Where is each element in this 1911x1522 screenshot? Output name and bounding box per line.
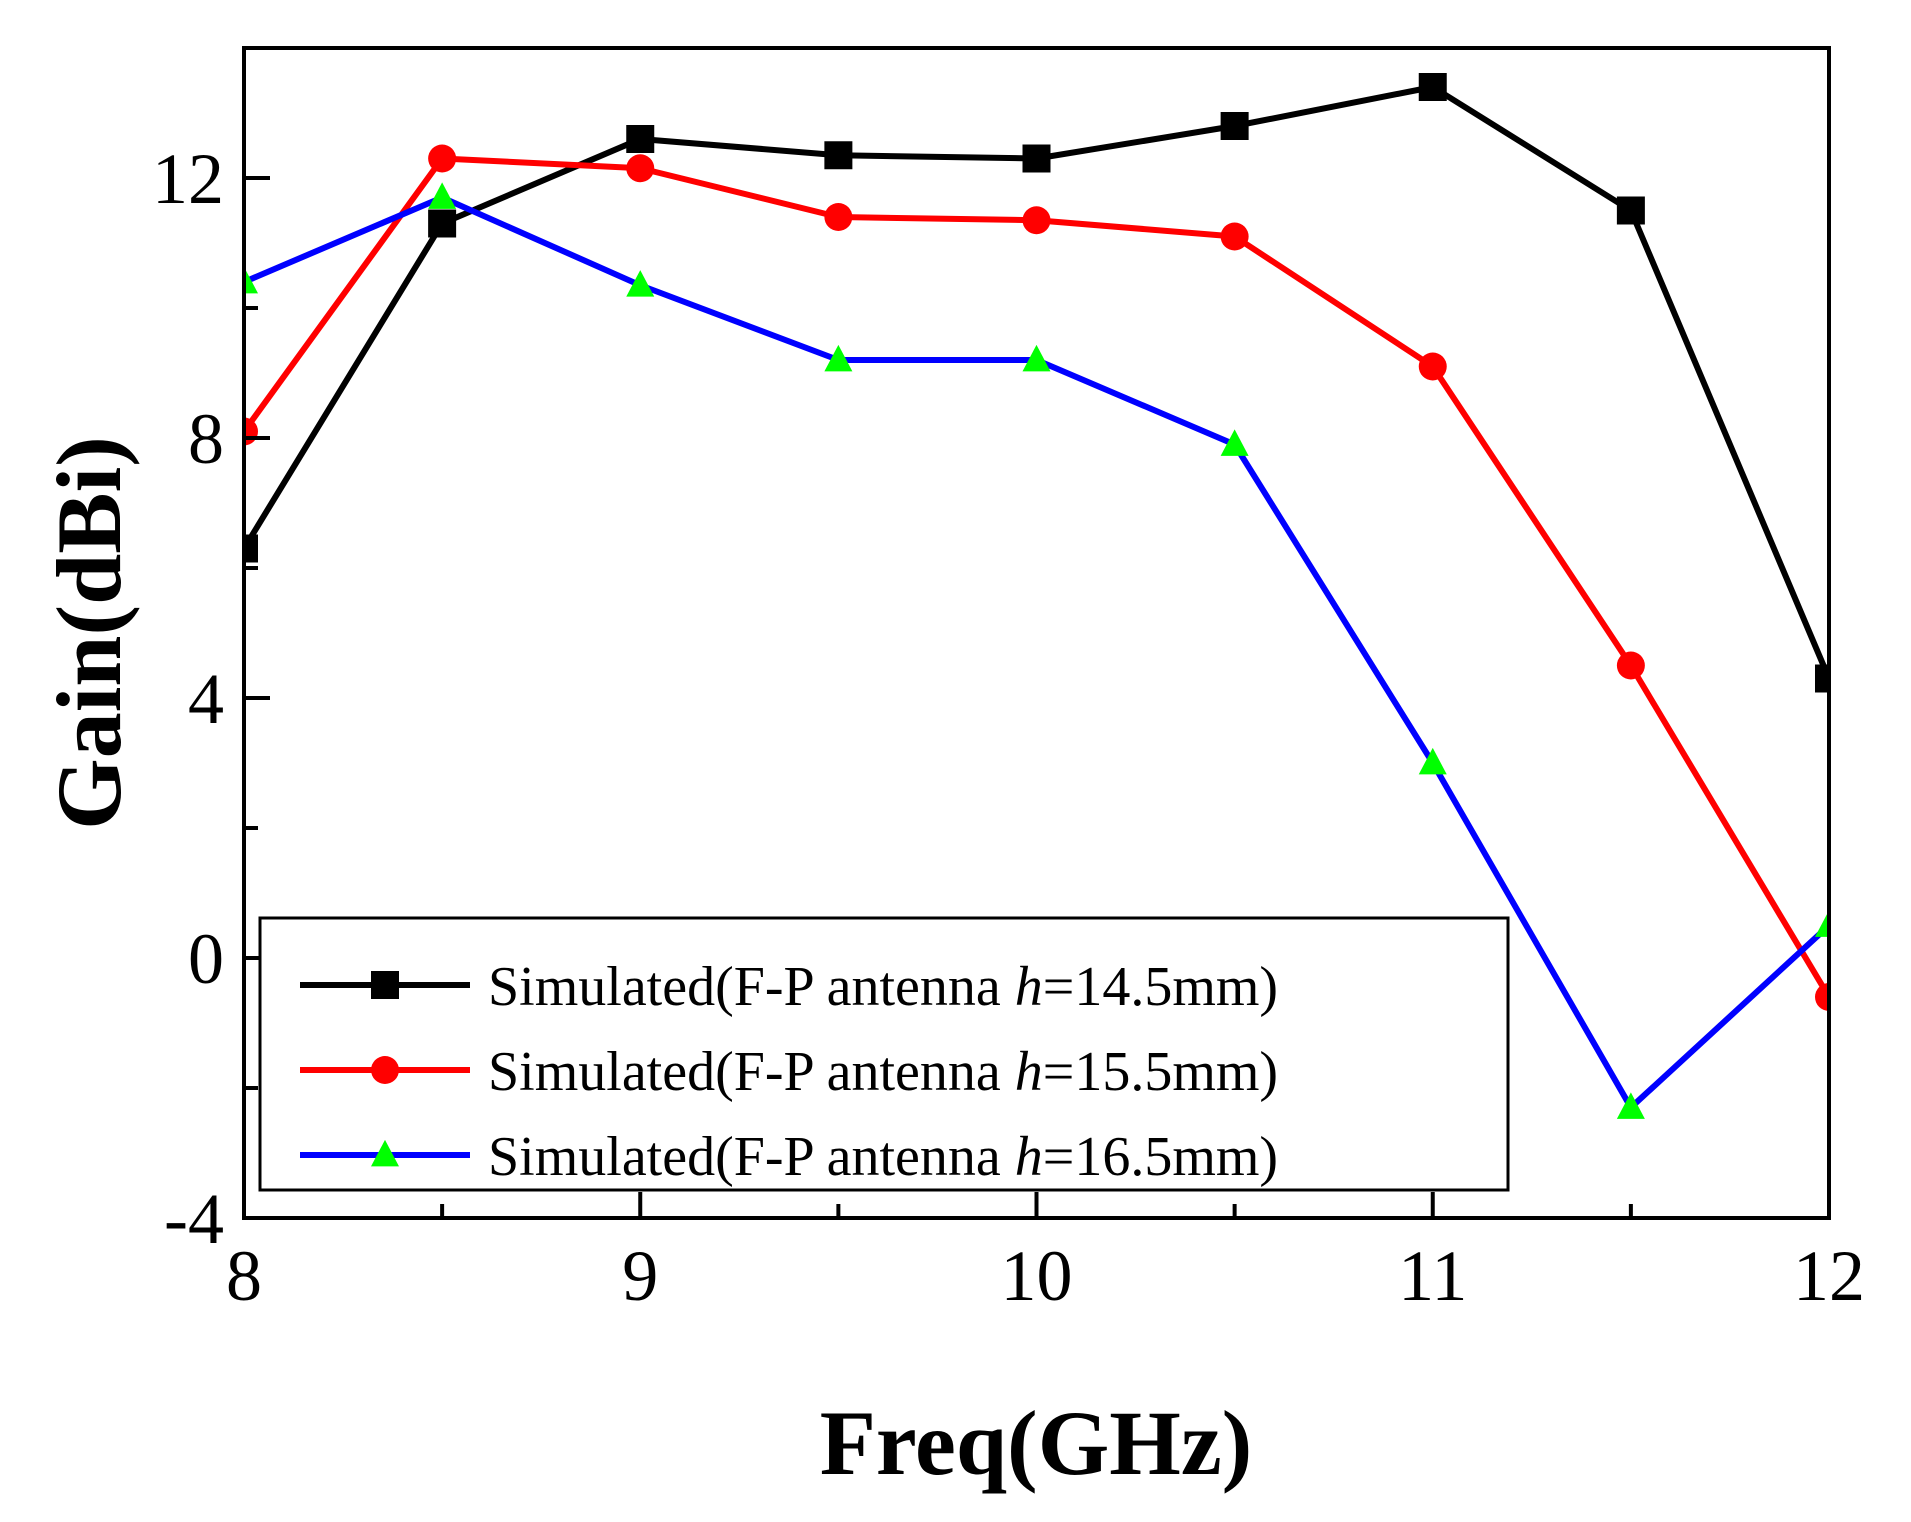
data-point [1022,344,1051,372]
legend-item: Simulated(F-P antenna h=16.5mm) [300,1126,1278,1188]
data-point [824,203,853,231]
data-point [1220,222,1249,251]
data-point [1815,983,1829,1011]
data-point [1220,429,1249,456]
legend-marker [371,1139,399,1167]
data-point [428,209,457,238]
data-point [626,154,655,183]
series-3 [244,182,1829,1119]
legend-item: Simulated(F-P antenna h=15.5mm) [300,1041,1278,1103]
data-point [1815,664,1829,693]
data-point [1418,747,1447,775]
x-axis-title: Freq(GHz) [820,1392,1253,1494]
y-tick-label: 0 [188,919,224,999]
legend-item: Simulated(F-P antenna h=14.5mm) [300,956,1278,1018]
legend-box [258,916,1510,1192]
data-point [824,141,853,170]
data-point [626,125,655,153]
x-tick-label: 12 [1793,1236,1865,1316]
legend-items: Simulated(F-P antenna h=14.5mm) Simulated… [300,956,1278,1188]
data-point [1418,73,1447,101]
data-point [1022,144,1051,173]
y-axis-title: Gain(dBi) [38,436,140,830]
data-point [1616,1092,1645,1119]
legend-marker [371,1056,399,1084]
x-tick-label: 9 [622,1236,658,1316]
data-point [1616,651,1645,680]
data-point [1418,352,1447,381]
data-point [824,344,853,372]
series-layer [244,73,1829,1119]
tick-labels-layer: 8 9 10 11 12 -4 0 4 8 12 [152,139,1865,1316]
series-1 [244,73,1829,693]
y-tick-label: 8 [188,399,224,479]
data-point [1220,112,1249,140]
legend-label: Simulated(F-P antenna h=16.5mm) [488,1126,1278,1188]
data-point [428,182,457,209]
x-tick-label: 8 [226,1236,262,1316]
series-2 [244,144,1829,1011]
data-point [1815,910,1829,937]
ticks-layer [242,176,1831,1220]
legend-marker [371,971,399,999]
y-tick-label: 4 [188,659,224,739]
data-point [244,534,258,563]
data-point [244,266,258,294]
y-tick-label: -4 [164,1179,224,1259]
data-point [428,144,457,173]
data-point [626,270,655,297]
y-tick-label: 12 [152,139,224,219]
legend-label: Simulated(F-P antenna h=15.5mm) [488,1041,1278,1103]
data-point [1022,206,1051,235]
legend-label: Simulated(F-P antenna h=14.5mm) [488,956,1278,1018]
x-tick-label: 10 [1001,1236,1073,1316]
data-point [1616,196,1645,225]
x-tick-label: 11 [1398,1236,1467,1316]
legend: Simulated(F-P antenna h=14.5mm) Simulated… [258,916,1510,1192]
